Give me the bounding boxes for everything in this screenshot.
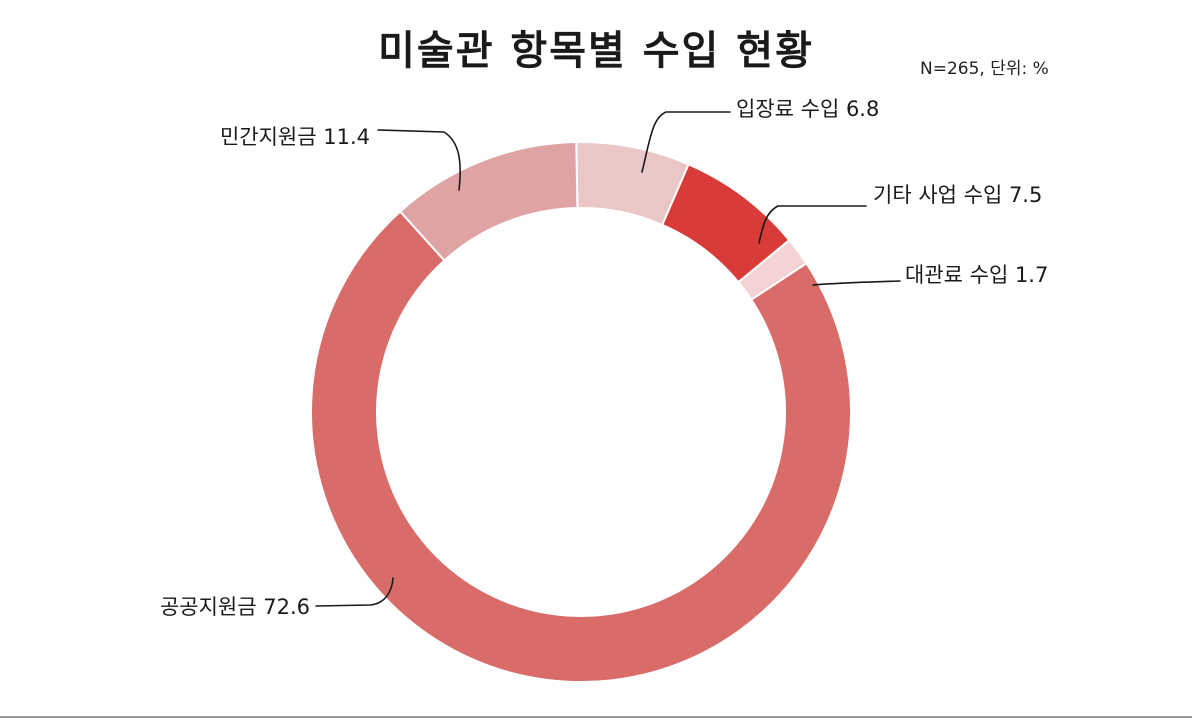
chart-note: N=265, 단위: % [920, 59, 1049, 79]
slice-label-3: 대관료 수입 1.7 [905, 263, 1048, 287]
leader-line-1 [641, 111, 731, 173]
leader-line-5 [377, 129, 461, 191]
bottom-divider [0, 716, 1192, 718]
slice-label-5: 민간지원금 11.4 [220, 125, 370, 149]
slice-5 [398, 141, 579, 262]
leader-line-4 [315, 577, 394, 607]
slice-label-4: 공공지원금 72.6 [160, 595, 310, 619]
leader-line-3 [812, 280, 901, 286]
slice-labels: 입장료 수입 6.8 기타 사업 수입 7.5 대관료 수입 1.7 공공지원금 72… [160, 97, 1048, 619]
leader-line-2 [758, 205, 867, 244]
slice-label-1: 입장료 수입 6.8 [736, 97, 879, 121]
slice-label-2: 기타 사업 수입 7.5 [873, 183, 1042, 207]
slice-4 [310, 210, 852, 683]
slices [310, 141, 852, 683]
leader-lines [315, 111, 901, 607]
chart-title: 미술관 항목별 수입 현황 [378, 28, 814, 74]
